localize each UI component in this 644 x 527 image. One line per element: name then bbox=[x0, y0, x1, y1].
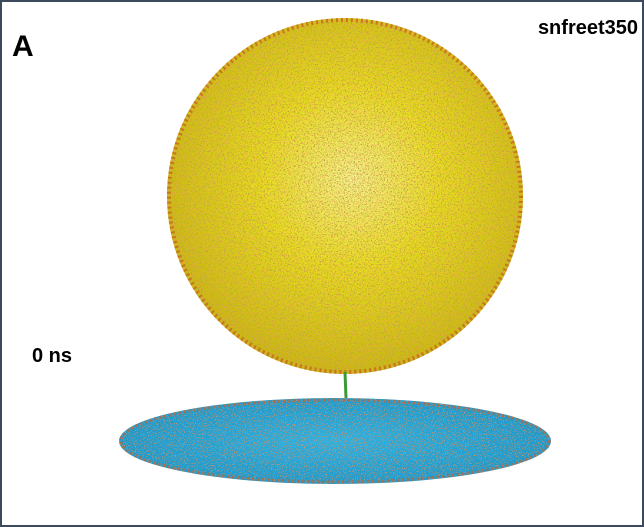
tether bbox=[345, 372, 346, 398]
page: A snfreet350 0 ns (() => { const data = … bbox=[0, 0, 644, 527]
panel-label: A bbox=[12, 30, 34, 63]
time-label: 0 ns bbox=[32, 345, 72, 367]
system-name: snfreet350 bbox=[538, 17, 638, 39]
figure-panel: A snfreet350 0 ns bbox=[0, 0, 644, 527]
